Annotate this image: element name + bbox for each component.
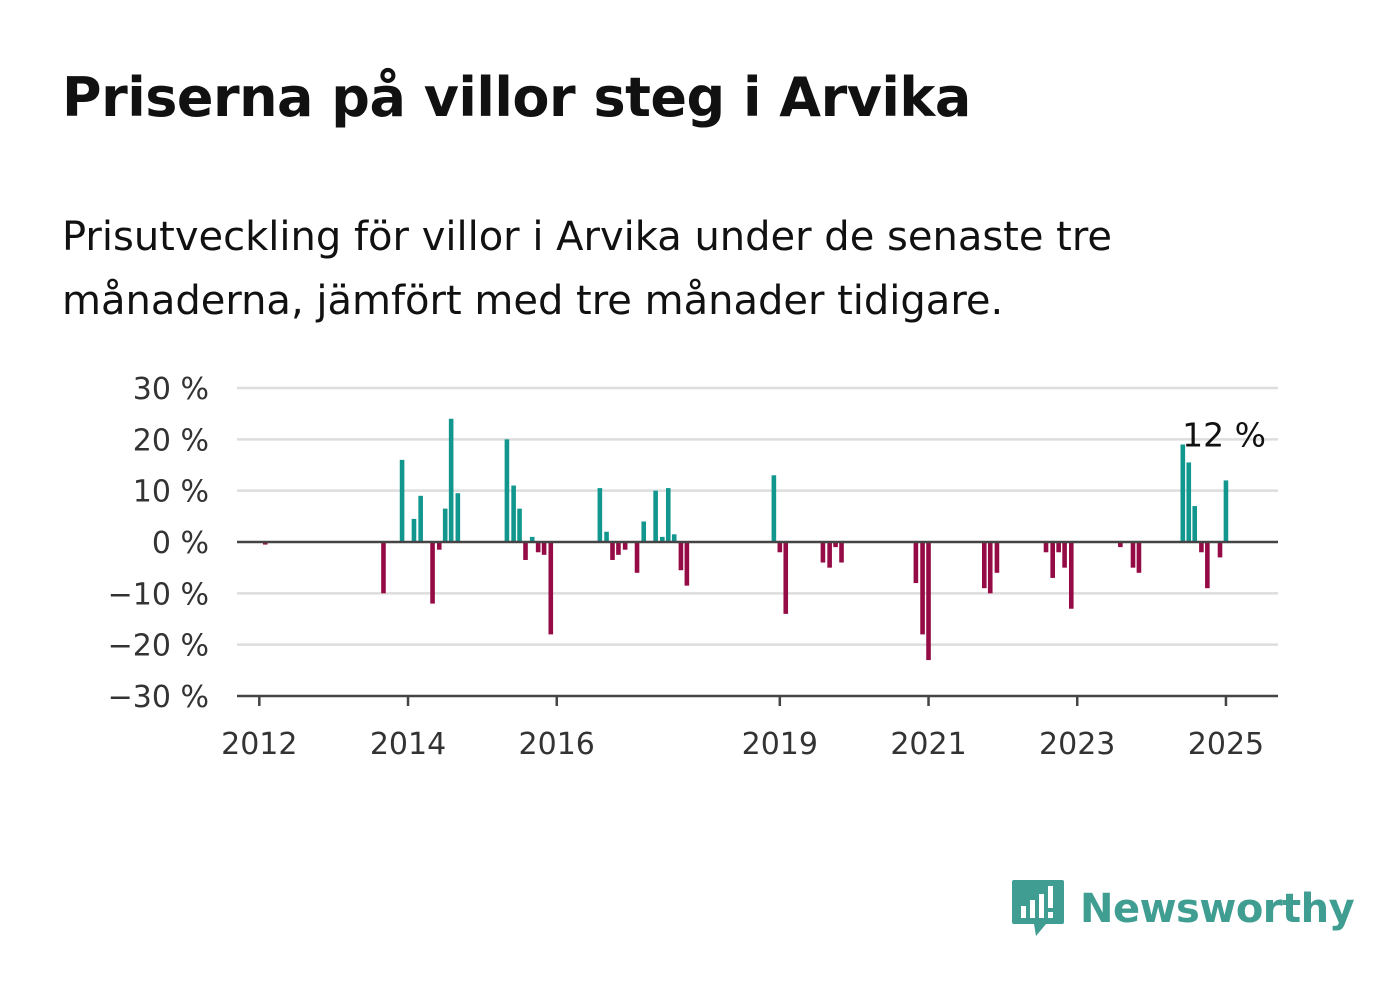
bar [1186, 462, 1192, 542]
bar-series [262, 418, 1229, 661]
bar [541, 542, 547, 555]
x-tick-label: 2016 [519, 727, 595, 762]
bar [641, 521, 647, 542]
bar [920, 542, 925, 635]
bar [653, 490, 658, 542]
bar [504, 439, 510, 542]
bar [1192, 506, 1198, 542]
bar [616, 542, 621, 555]
grid-lines [237, 386, 1278, 646]
bar-chart: 30 % 20 % 10 % 0 % −10 % −20 % −30 % 2012 2014 20… [108, 372, 1278, 762]
bar [684, 542, 690, 586]
bar [436, 542, 442, 550]
bar [610, 542, 615, 560]
bar [597, 488, 603, 542]
y-tick-label: 0 % [152, 526, 209, 561]
bar [448, 418, 454, 542]
bar [1223, 480, 1229, 542]
bar [1136, 542, 1142, 573]
y-tick-label: −10 % [108, 577, 209, 612]
newsworthy-logo-text: Newsworthy [1080, 886, 1355, 932]
bar [1130, 542, 1136, 568]
bar [1205, 542, 1210, 589]
chart-subtitle: Prisutveckling för villor i Arvika under… [62, 214, 1113, 324]
bar [604, 531, 609, 542]
chart-title: Priserna på villor steg i Arvika [62, 66, 971, 129]
bar [671, 534, 677, 542]
bar [399, 459, 405, 542]
bar [820, 542, 826, 563]
bar [381, 542, 386, 594]
bar [1050, 542, 1055, 578]
bar [634, 542, 640, 573]
bar [926, 542, 931, 661]
bar [994, 542, 1000, 573]
bar [529, 536, 535, 542]
bar [1199, 542, 1204, 553]
y-tick-label: 20 % [133, 423, 209, 458]
bar [833, 542, 838, 548]
x-tick-label: 2019 [742, 727, 818, 762]
x-tick-label: 2023 [1039, 727, 1115, 762]
bar [430, 542, 435, 604]
bar [1068, 542, 1074, 609]
bar [418, 495, 423, 542]
bar [1217, 542, 1223, 558]
bar [1043, 542, 1049, 553]
bar [548, 542, 554, 635]
bar [771, 475, 777, 542]
y-tick-label: 30 % [133, 372, 209, 407]
bar [411, 518, 417, 542]
bar [660, 536, 665, 542]
bar [827, 542, 832, 568]
data-label: 12 % [1182, 415, 1266, 454]
bar [913, 542, 919, 584]
bar [442, 508, 448, 542]
bar [511, 485, 516, 542]
bar [262, 542, 268, 545]
bar [678, 542, 684, 571]
data-labels: 12 % [1182, 415, 1266, 454]
bar [535, 542, 541, 553]
axes: 30 % 20 % 10 % 0 % −10 % −20 % −30 % 2012 2014 20… [108, 372, 1278, 762]
x-tick-label: 2014 [370, 727, 446, 762]
bar [622, 542, 628, 550]
x-tick-label: 2012 [221, 727, 297, 762]
bar [981, 542, 987, 589]
bar [523, 542, 528, 560]
bar [987, 542, 993, 594]
newsworthy-logo: Newsworthy [1010, 878, 1355, 940]
y-tick-label: 10 % [133, 475, 209, 510]
bar [1180, 444, 1186, 542]
y-tick-label: −20 % [108, 629, 209, 664]
bar [1056, 542, 1061, 553]
bar [455, 493, 461, 542]
bar [777, 542, 783, 553]
x-tick-label: 2025 [1188, 727, 1264, 762]
bar [839, 542, 844, 563]
bar [1062, 542, 1067, 568]
y-tick-label: −30 % [108, 680, 209, 715]
bar [517, 508, 522, 542]
bar [1118, 542, 1123, 548]
bar [783, 542, 789, 614]
bar [665, 488, 671, 542]
x-tick-label: 2021 [890, 727, 966, 762]
newsworthy-logo-icon [1012, 880, 1064, 936]
